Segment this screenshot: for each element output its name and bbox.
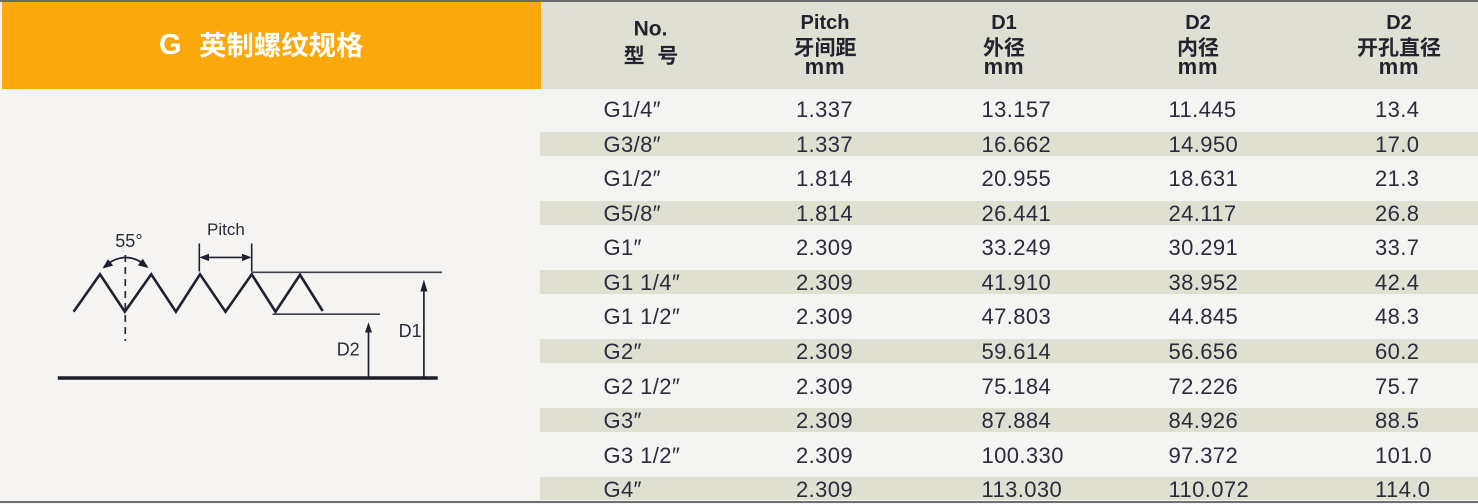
svg-text:Pitch: Pitch	[207, 220, 245, 239]
svg-text:55°: 55°	[115, 231, 142, 251]
svg-text:D2: D2	[337, 340, 360, 360]
svg-text:D1: D1	[399, 321, 422, 341]
